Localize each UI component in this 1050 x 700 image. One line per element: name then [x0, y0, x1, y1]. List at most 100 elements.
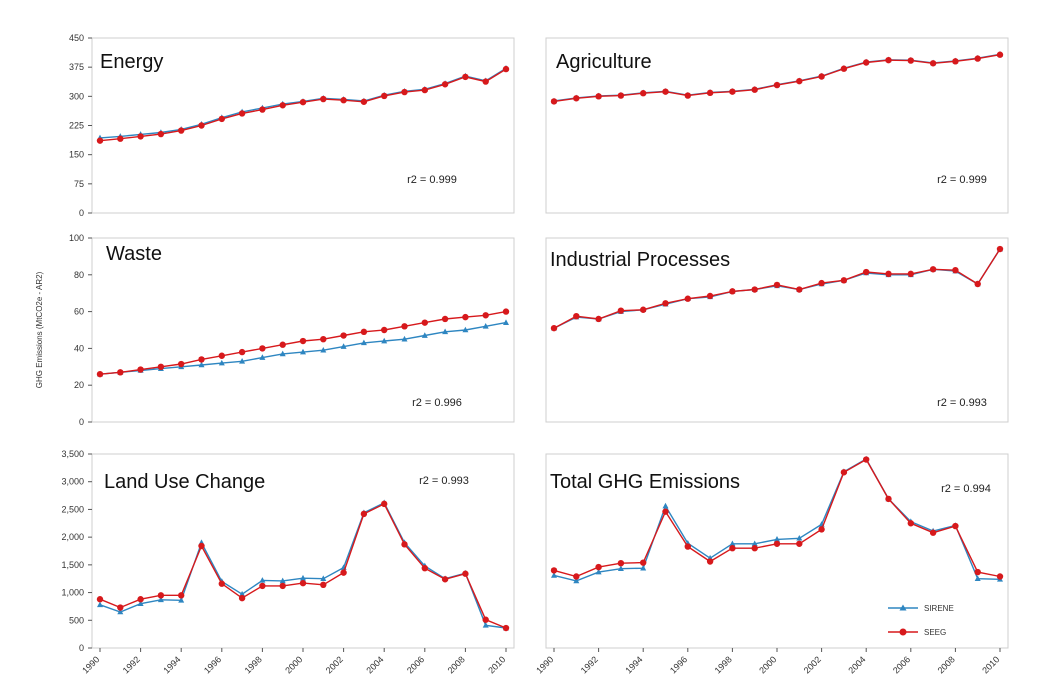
point-sirene [662, 502, 669, 509]
point-seeg [729, 88, 736, 95]
point-seeg [157, 130, 165, 138]
x-tick-label: 2002 [324, 654, 345, 675]
point-seeg [360, 98, 368, 105]
point-seeg [157, 363, 165, 370]
point-seeg [729, 545, 736, 552]
x-tick-label: 1996 [202, 654, 223, 675]
panel-waste: 0 20 40 60 80 100 Waste r2 = 0.996 [69, 233, 515, 427]
x-tick-label: 2006 [405, 654, 426, 675]
point-seeg [96, 370, 104, 378]
point-sirene [617, 565, 624, 572]
point-seeg [137, 133, 144, 140]
point-seeg [117, 369, 124, 376]
point-seeg [840, 277, 848, 284]
plot-area [545, 453, 1009, 649]
r2-annotation: r2 = 0.999 [937, 174, 987, 186]
point-seeg [573, 313, 580, 320]
y-tick-label: 2,000 [61, 532, 84, 542]
point-seeg [279, 582, 286, 590]
point-seeg [381, 92, 388, 100]
point-seeg [796, 77, 803, 85]
x-tick-label: 2008 [446, 654, 467, 675]
point-seeg [259, 345, 266, 352]
point-seeg [340, 332, 347, 339]
point-seeg [818, 279, 825, 287]
point-seeg [840, 469, 848, 476]
point-seeg [907, 57, 914, 64]
panel-industrial-processes: Industrial Processes r2 = 0.993 [545, 237, 1009, 423]
point-seeg [157, 592, 165, 599]
point-seeg [595, 93, 602, 100]
plot-area [91, 237, 515, 423]
point-seeg [340, 97, 347, 104]
point-seeg [482, 78, 489, 85]
y-tick-label: 1,500 [61, 560, 84, 570]
point-seeg [684, 543, 691, 550]
plot-area [91, 37, 515, 214]
y-tick-label: 450 [69, 33, 84, 43]
point-seeg [198, 542, 205, 550]
y-tick-label: 375 [69, 62, 84, 72]
point-sirene [421, 332, 428, 338]
point-seeg [640, 90, 647, 97]
point-sirene [218, 359, 225, 366]
point-seeg [929, 529, 937, 536]
x-tick-label: 1994 [161, 654, 182, 675]
point-seeg [441, 81, 449, 88]
point-sirene [239, 357, 246, 364]
point-seeg [238, 348, 246, 356]
point-sirene [640, 564, 647, 571]
point-seeg [796, 540, 803, 547]
point-seeg [996, 573, 1004, 580]
y-tick-label: 225 [69, 121, 84, 131]
point-seeg [218, 580, 225, 587]
x-tick-label: 2004 [846, 654, 867, 675]
y-tick-label: 3,000 [61, 477, 84, 487]
point-seeg [617, 307, 625, 314]
point-seeg [751, 545, 758, 552]
point-seeg [238, 594, 246, 602]
x-tick-label: 2002 [802, 654, 823, 675]
point-seeg [360, 328, 368, 336]
point-seeg [863, 268, 870, 276]
y-tick-label: 80 [74, 270, 84, 280]
point-seeg [137, 596, 144, 603]
point-seeg [502, 308, 510, 315]
x-tick-label: 1992 [579, 654, 600, 675]
point-seeg [640, 306, 647, 313]
point-seeg [929, 266, 937, 273]
point-seeg [952, 267, 959, 274]
point-seeg [684, 92, 691, 99]
point-seeg [299, 337, 307, 345]
x-tick-label: 1990 [534, 654, 555, 675]
point-sirene [482, 323, 489, 329]
panel-total-ghg-emissions: 1990 1992 1994 1996 1998 2000 2002 2004 2006 2008… [534, 453, 1009, 676]
point-sirene [137, 600, 144, 606]
point-seeg [662, 508, 669, 515]
x-tick-label: 1998 [713, 654, 734, 675]
x-tick-label: 1994 [623, 654, 644, 675]
point-seeg [974, 568, 981, 576]
point-sirene [381, 337, 388, 344]
point-seeg [421, 86, 428, 94]
point-sirene [729, 540, 736, 547]
point-seeg [885, 270, 892, 278]
point-seeg [907, 520, 914, 527]
point-seeg [462, 73, 469, 81]
point-seeg [773, 540, 781, 547]
point-seeg [706, 89, 714, 97]
point-sirene [117, 608, 124, 615]
point-seeg [117, 135, 124, 142]
point-seeg [885, 56, 892, 64]
point-seeg [796, 286, 803, 293]
point-seeg [117, 604, 124, 611]
point-seeg [299, 98, 307, 106]
x-tick-label: 2010 [980, 654, 1001, 675]
point-seeg [573, 95, 580, 102]
y-tick-label: 150 [69, 150, 84, 160]
point-sirene [279, 350, 286, 357]
y-tick-label: 20 [74, 380, 84, 390]
point-seeg [595, 315, 602, 323]
point-sirene [320, 575, 327, 582]
point-seeg [662, 300, 669, 307]
